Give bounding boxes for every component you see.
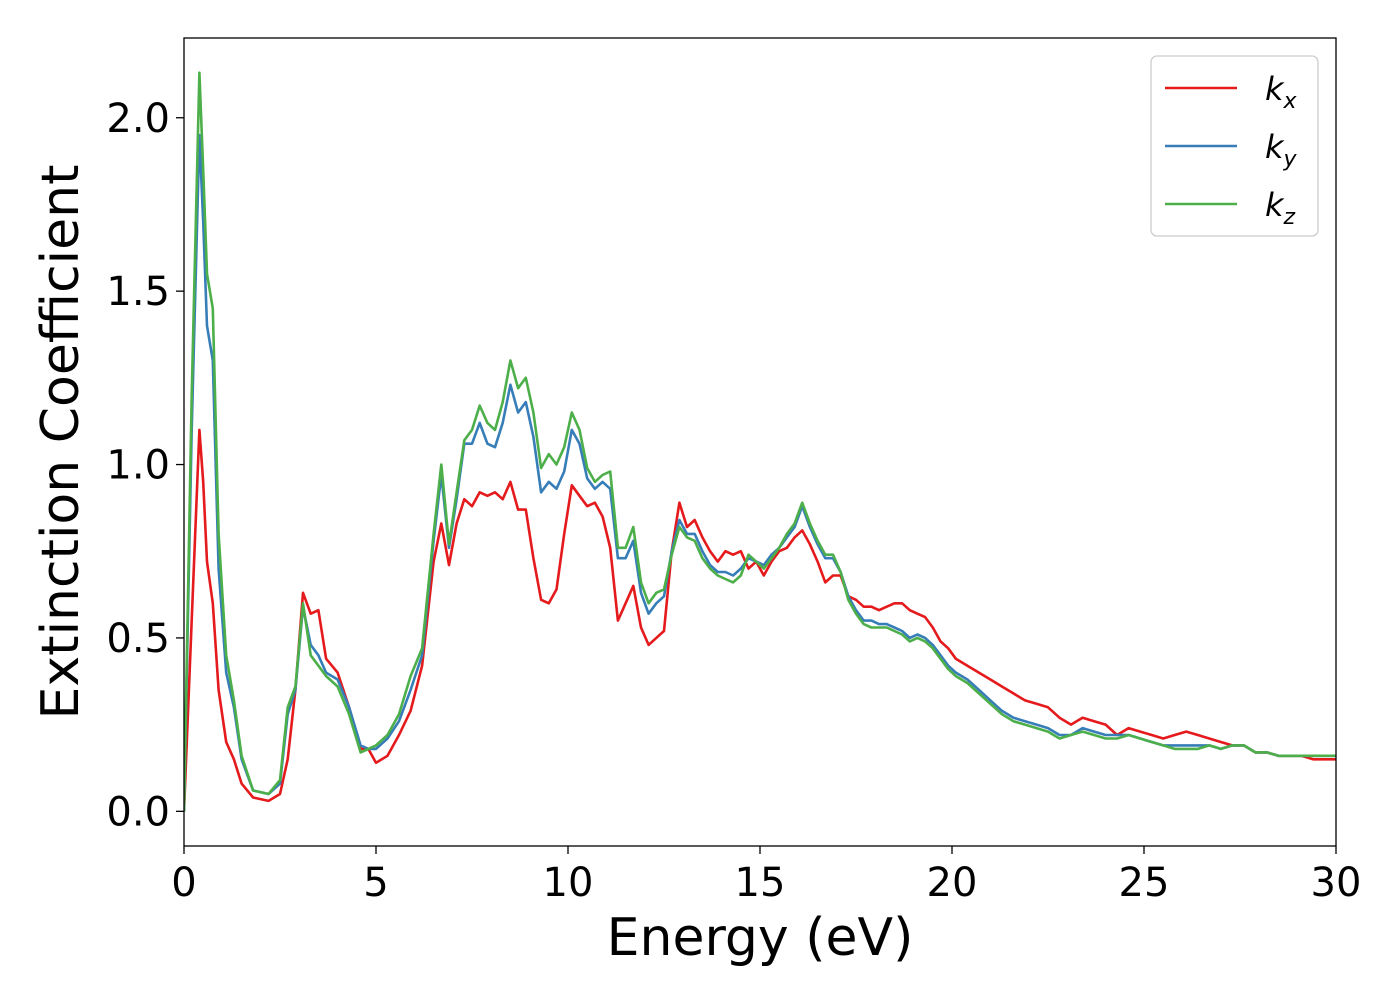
x-tick-label: 30 — [1311, 860, 1362, 906]
y-tick-label: 1.5 — [106, 269, 170, 315]
legend-label: ky — [1265, 128, 1298, 172]
x-tick-label: 20 — [927, 860, 978, 906]
legend-item-ky: ky — [1165, 128, 1298, 172]
legend-item-kx: kx — [1165, 70, 1298, 114]
x-tick-label: 0 — [171, 860, 196, 906]
legend: kx ky kz — [1150, 55, 1319, 237]
x-axis-title: Energy (eV) — [607, 908, 914, 968]
x-tick-label: 5 — [363, 860, 388, 906]
legend-item-kz: kz — [1165, 186, 1296, 230]
x-tick-label: 10 — [543, 860, 594, 906]
y-tick-label: 2.0 — [106, 96, 170, 142]
series-line-ky — [184, 133, 1336, 812]
plot-lines — [184, 71, 1336, 812]
legend-label: kz — [1265, 186, 1296, 230]
y-axis-title: Extinction Coefficient — [31, 165, 91, 720]
legend-label: kx — [1265, 70, 1298, 114]
x-axis: 0 5 10 15 20 25 30 — [171, 846, 1361, 906]
y-tick-label: 1.0 — [106, 443, 170, 489]
y-tick-label: 0.5 — [106, 616, 170, 662]
y-tick-label: 0.0 — [106, 789, 170, 835]
x-tick-label: 15 — [735, 860, 786, 906]
y-axis: 0.0 0.5 1.0 1.5 2.0 — [106, 96, 184, 835]
series-line-kz — [184, 71, 1336, 812]
x-tick-label: 25 — [1119, 860, 1170, 906]
series-line-kx — [184, 428, 1336, 812]
